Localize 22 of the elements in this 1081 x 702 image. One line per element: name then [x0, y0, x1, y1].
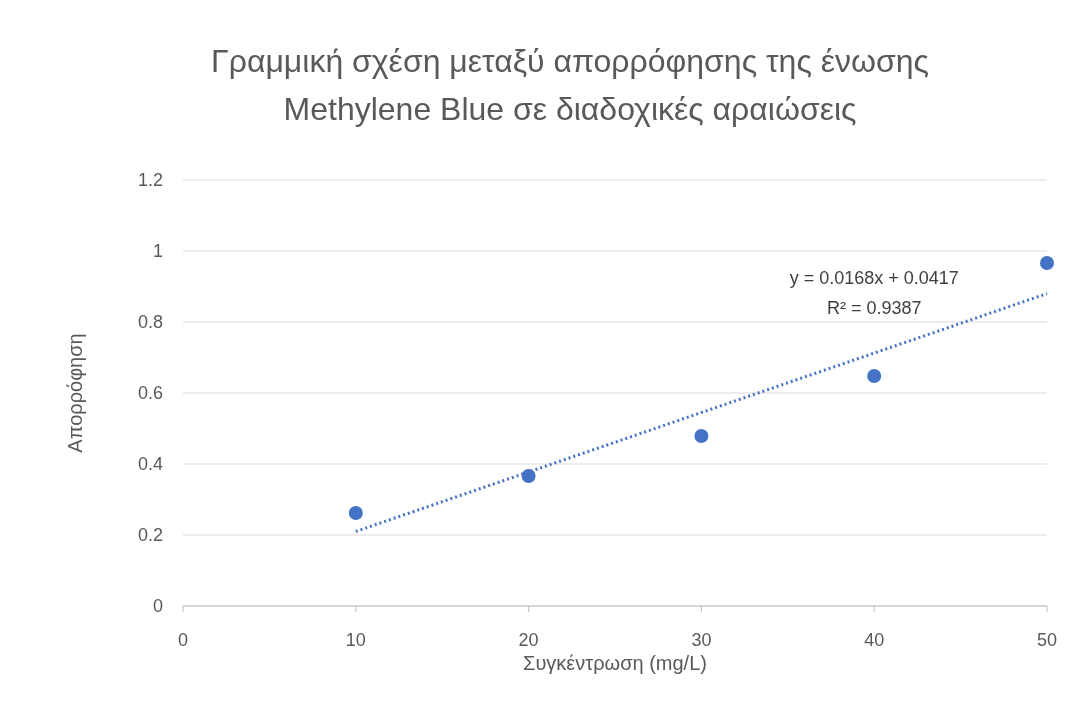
y-axis-title: Απορρόφηση: [64, 333, 86, 453]
point: [694, 428, 709, 443]
x-tick-label: 10: [345, 630, 366, 650]
annotation: R² = 0.9387: [826, 298, 922, 318]
chart-title: Γραμμική σχέση μεταξύ απορρόφησης της ένωσης Methylene Blue σε διαδοχικές αραιώσεις: [211, 43, 929, 127]
y-tick-label: 1.2: [137, 170, 163, 190]
y-tick-label: 0.6: [137, 383, 163, 403]
y-tick-label: 0.2: [137, 525, 163, 545]
point: [1040, 256, 1054, 271]
x-tick-label: 20: [518, 630, 539, 650]
annotation: y = 0.0168x + 0.0417: [789, 268, 959, 288]
point: [867, 368, 882, 383]
x-tick-label: 40: [864, 630, 885, 650]
y-tick-label: 0.8: [137, 312, 163, 332]
y-tick-label: 0.4: [137, 454, 163, 474]
x-tick-label: 0: [177, 630, 189, 650]
x-axis-title: Συγκέντρωση (mg/L): [523, 652, 707, 674]
x-tick-label: 30: [691, 630, 712, 650]
y-tick-label: 0: [152, 596, 163, 616]
y-tick-label: 1: [152, 241, 163, 261]
point: [348, 505, 363, 520]
x-tick-label: 50: [1036, 630, 1058, 650]
